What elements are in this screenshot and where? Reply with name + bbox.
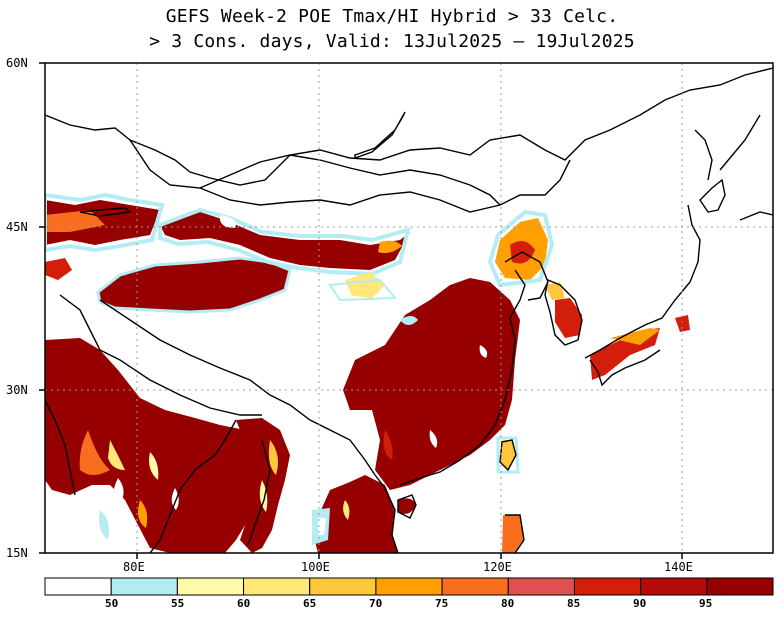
heat-region-taiwan-cyan [496, 436, 520, 474]
colorbar-label-60: 60 [237, 597, 251, 610]
heat-region-india-orange [79, 430, 110, 475]
colorbar-label-70: 70 [369, 597, 383, 610]
colorbar-swatch [44, 577, 112, 596]
lon-label-80e: 80E [123, 560, 145, 574]
heat-region-indochina-white [318, 518, 326, 535]
map-frame [44, 62, 774, 554]
heat-region-myanmar-pale [259, 480, 268, 512]
colorbar-swatch [176, 577, 245, 596]
colorbar-label-65: 65 [303, 597, 317, 610]
heat-region-japan-north [675, 315, 690, 332]
heat-region-luzon [502, 515, 524, 553]
heat-region-hexi-cyan [328, 278, 398, 302]
coastline-kamchatka [739, 211, 773, 221]
heat-region-east-china-white-1 [479, 345, 488, 358]
graticule [45, 63, 773, 553]
coastline-east-china [399, 269, 526, 486]
heat-region-hainan [398, 498, 416, 514]
boundary-lines [45, 67, 773, 553]
coastline-philippines [505, 514, 525, 553]
lat-label-45n: 45N [6, 220, 28, 234]
map-title-line-1: GEFS Week-2 POE Tmax/HI Hybrid > 33 Celc… [165, 6, 619, 27]
lon-label-100e: 100E [301, 560, 330, 574]
colorbar-label-50: 50 [105, 597, 119, 610]
heat-region-east-china [343, 278, 520, 490]
lake-baikal [354, 111, 406, 159]
colorbar-label-55: 55 [171, 597, 185, 610]
coastline-japan-honshu [584, 204, 701, 359]
colorbar-label-95: 95 [699, 597, 713, 610]
heat-region-dzungaria-orange [378, 240, 402, 254]
heat-region-india-pale-1 [108, 440, 125, 470]
lon-label-140e: 140E [664, 560, 693, 574]
coastline-hainan [397, 494, 417, 519]
colorbar-swatch [507, 577, 575, 596]
lake-balkhash [79, 207, 132, 217]
heat-region-kazakhstan-orange [45, 210, 105, 232]
map-title-line-2: > 3 Cons. days, Valid: 13Jul2025 – 19Jul… [149, 31, 635, 52]
coastline-india-east [149, 419, 237, 553]
colorbar-swatch [573, 577, 642, 596]
coastline-india-west [45, 399, 76, 496]
probability-field [45, 192, 690, 553]
heat-region-east-china-white-2 [429, 430, 438, 448]
lat-label-15n: 15N [6, 546, 28, 560]
heat-region-ordos [345, 272, 385, 298]
heat-region-myanmar-orange [268, 440, 278, 475]
colorbar-label-80: 80 [501, 597, 515, 610]
heat-region-japan-orange [610, 328, 660, 345]
colorbar-swatch [375, 577, 443, 596]
boundary-china-south [99, 299, 376, 476]
colorbar-swatch [706, 577, 774, 596]
boundary-mongolia [199, 154, 501, 206]
colorbar-swatch [110, 577, 178, 596]
heat-region-dzungaria-white-1 [219, 215, 236, 228]
colorbar-swatch [640, 577, 708, 596]
coastline-sakhalin [694, 129, 713, 181]
coastline-asia [45, 67, 773, 186]
coastline-taiwan [499, 439, 517, 472]
colorbar-swatch [441, 577, 509, 596]
heat-region-indochina-pale [343, 500, 350, 520]
heat-region-kazakhstan-cyan [45, 192, 165, 253]
heat-region-tarim [98, 258, 290, 312]
lon-label-120e: 120E [483, 560, 512, 574]
heat-region-east-china-red [383, 430, 393, 460]
coastline-kuril [719, 114, 761, 171]
heat-region-india-pale-2 [149, 452, 159, 480]
boundary-himalaya [59, 294, 262, 416]
heat-region-manchuria-cyan [487, 209, 555, 288]
heat-region-india-orange-2 [138, 500, 148, 528]
heat-region-india-white [113, 478, 124, 505]
coastline-hokkaido [699, 178, 726, 213]
colorbar [44, 577, 774, 596]
heat-region-tarim-cyan [96, 256, 292, 314]
heat-region-east-china-cyan [400, 316, 418, 325]
heat-region-dzungaria-cyan [158, 207, 411, 277]
heat-region-korea-orange [545, 282, 565, 300]
coastline-korea [544, 279, 583, 346]
colorbar-swatch [243, 577, 311, 596]
boundary-russia-china [129, 139, 571, 213]
heat-region-india-cyan [99, 510, 109, 540]
lat-label-30n: 30N [6, 383, 28, 397]
colorbar-label-90: 90 [633, 597, 647, 610]
heat-region-aral [45, 258, 72, 280]
lat-label-60n: 60N [6, 56, 28, 70]
heat-region-india [45, 338, 270, 553]
coastline-japan-south [589, 349, 661, 387]
coastline-bohai [504, 251, 549, 301]
heat-region-korea [555, 298, 582, 338]
coastline-indochina [374, 474, 399, 553]
coastline-burma [247, 439, 271, 546]
axis-ticks [39, 62, 683, 559]
heat-region-indochina [312, 475, 398, 553]
colorbar-label-75: 75 [435, 597, 449, 610]
colorbar-label-85: 85 [567, 597, 581, 610]
heat-region-dzungaria [160, 212, 410, 270]
colorbar-swatch [309, 577, 377, 596]
